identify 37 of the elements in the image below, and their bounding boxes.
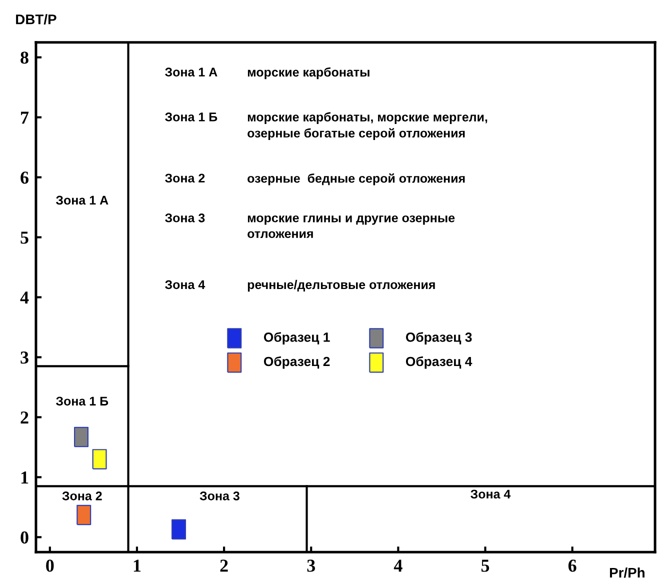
- x-tick-label: 3: [307, 560, 316, 572]
- annotation: Зона 1 Б: [165, 112, 218, 122]
- annotation: Зона 2: [165, 174, 205, 183]
- annotation: Зона 1 А: [165, 68, 218, 77]
- y-tick-label: 2: [20, 412, 28, 424]
- y-tick-label: 4: [20, 292, 29, 304]
- y-tick-label: 3: [20, 352, 28, 364]
- x-axis-title: Pr/Ph: [610, 567, 644, 578]
- annotation: морские карбонаты, морские мергели, озерные богатые серой отложения: [248, 112, 488, 140]
- annotation: Зона 2: [62, 491, 102, 500]
- annotation: Зона 3: [165, 213, 205, 222]
- y-tick-label: 7: [21, 112, 29, 124]
- y-tick-label: 5: [20, 232, 28, 244]
- annotation: Зона 4: [165, 280, 206, 290]
- annotation: речные/дельтовые отложения: [248, 280, 435, 292]
- annotation: морские глины и другие озерные отложения: [248, 215, 455, 238]
- x-tick-label: 6: [568, 560, 576, 572]
- annotation: Зона 3: [200, 491, 240, 500]
- x-tick-label: 5: [481, 560, 490, 572]
- x-tick-label: 4: [394, 560, 402, 572]
- y-tick-label: 6: [20, 172, 28, 184]
- y-tick-label: 0: [20, 531, 28, 544]
- annotation: Зона 1 А: [56, 196, 108, 205]
- legend-label: Образец 2: [264, 356, 330, 369]
- x-tick-label: 0: [46, 560, 54, 572]
- annotation: Зона 4: [470, 490, 511, 499]
- y-tick-label: 1: [21, 472, 28, 484]
- x-tick-label: 2: [220, 560, 228, 572]
- legend-label: Образец 1: [264, 332, 330, 344]
- y-axis-title: DBT/P: [16, 14, 56, 24]
- legend-label: Образец 3: [406, 332, 472, 344]
- y-tick-label: 8: [20, 52, 28, 64]
- legend-label: Образец 4: [406, 356, 472, 369]
- x-tick-label: 1: [134, 560, 141, 572]
- annotation: озерные бедные серой отложения: [248, 173, 465, 186]
- annotation: Зона 1 Б: [56, 396, 108, 406]
- annotation: морские карбонаты: [248, 67, 370, 80]
